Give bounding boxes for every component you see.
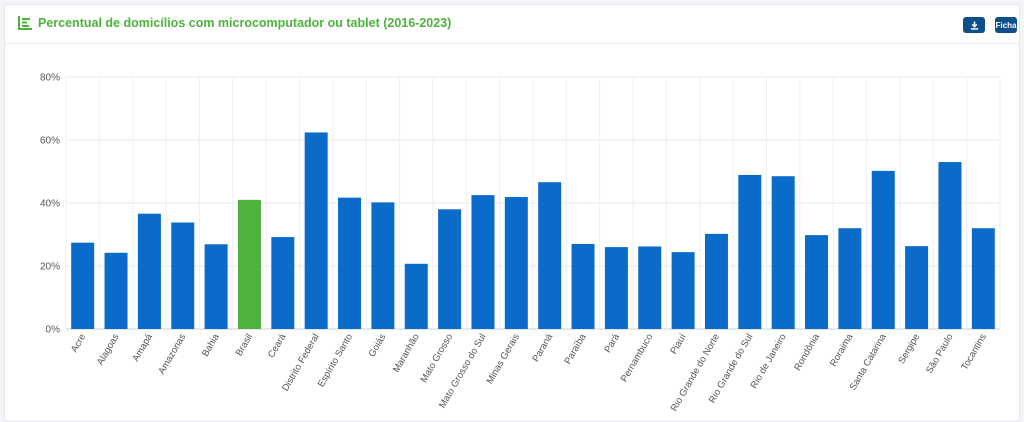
x-tick-label: Mato Grosso [418,332,455,385]
x-tick-label: Bahia [200,331,222,358]
x-tick-label: Acre [69,332,88,354]
bar-alagoas [104,252,128,329]
ficha-button[interactable]: Ficha [995,17,1017,33]
bar-rond-nia [805,235,829,329]
bar-rio-grande-do-norte [704,233,728,329]
bar-esp-rito-santo [338,197,362,329]
x-tick-label: Espírito Santo [316,332,355,389]
x-tick-label: Amapá [130,331,155,363]
x-tick-label: Pará [602,331,622,354]
bar-rio-de-janeiro [771,176,795,329]
y-tick-label: 60% [40,136,60,147]
x-tick-label: Santa Catarina [848,331,890,392]
bar-sergipe [905,246,929,329]
download-button[interactable] [963,17,985,33]
bar-cear- [271,237,295,329]
x-tick-label: Maranhão [391,332,422,375]
title-wrap: Percentual de domicílios com microcomput… [17,15,451,31]
bar-amazonas [171,222,195,329]
y-tick-label: 40% [40,199,60,210]
x-tick-label: Amazonas [156,332,188,377]
download-icon [970,20,978,30]
y-tick-label: 20% [40,262,60,273]
bar-s-o-paulo [938,162,962,329]
x-tick-label: Paraíba [562,331,589,366]
chart-title: Percentual de domicílios com microcomput… [38,16,452,30]
x-tick-label: Ceará [266,331,289,360]
bar-distrito-federal [304,132,328,329]
x-tick-label: Rio de Janeiro [749,332,789,391]
x-tick-label: Sergipe [896,332,922,366]
bar-rio-grande-do-sul [738,174,762,329]
x-tick-label: Goiás [367,332,389,359]
bar-pernambuco [638,246,662,329]
x-tick-label: Tocantins [959,332,989,372]
bar-amap- [137,213,161,329]
bar-chart-icon [18,16,32,30]
bar-bahia [204,244,228,329]
x-tick-label: Brasil [234,332,255,358]
bar-goi-s [371,202,395,329]
bar-para-ba [571,243,595,329]
bar-par- [604,247,628,329]
bar-roraima [838,228,862,329]
x-tick-label: Alagoas [95,332,122,367]
bar-brasil [237,199,261,329]
x-tick-label: Piauí [668,332,689,357]
bar-minas-gerais [504,197,528,329]
bar-tocantins [971,228,995,329]
x-tick-label: Roraima [828,331,856,368]
card-header: Percentual de domicílios com microcomput… [5,5,1019,44]
y-tick-label: 0% [46,325,61,336]
bar-piau- [671,252,695,329]
x-tick-label: Minas Gerais [484,332,522,386]
bar-maranh-o [404,263,428,329]
bar-santa-catarina [871,170,895,329]
bar-mato-grosso-do-sul [471,195,495,329]
bar-paran- [538,182,562,329]
bar-mato-grosso [438,209,462,329]
x-tick-label: Paraná [530,331,555,364]
y-tick-label: 80% [40,73,60,84]
x-tick-label: Pernambuco [619,332,655,384]
x-tick-label: São Paulo [924,332,955,375]
x-tick-label: Rondônia [792,331,822,372]
bar-acre [71,242,95,329]
